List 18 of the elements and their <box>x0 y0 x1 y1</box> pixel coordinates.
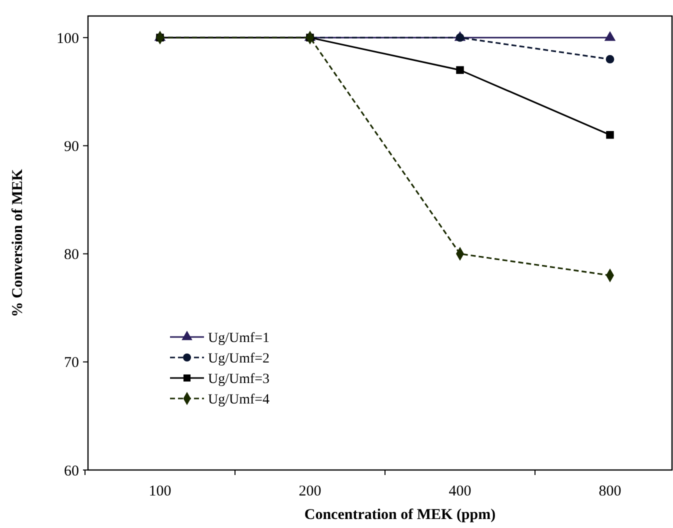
x-tick-label: 800 <box>598 483 622 500</box>
y-tick-label: 70 <box>64 355 79 372</box>
x-tick-label: 200 <box>298 483 322 500</box>
x-tick-label: 400 <box>448 483 472 500</box>
legend-label: Ug/Umf=1 <box>208 330 270 346</box>
point <box>606 131 614 139</box>
x-tick-label: 100 <box>148 483 172 500</box>
y-tick-label: 100 <box>56 30 79 47</box>
point <box>606 55 614 64</box>
y-tick-label: 80 <box>64 247 79 264</box>
y-axis-title: % Conversion of MEK <box>10 168 26 317</box>
y-tick-label: 90 <box>64 138 79 155</box>
y-tick-label: 60 <box>64 463 79 480</box>
point <box>456 66 464 74</box>
legend-label: Ug/Umf=2 <box>208 351 270 366</box>
legend-label: Ug/Umf=3 <box>208 372 270 387</box>
x-axis-title: Concentration of MEK (ppm) <box>304 507 496 523</box>
legend-label: Ug/Umf=4 <box>208 392 270 408</box>
